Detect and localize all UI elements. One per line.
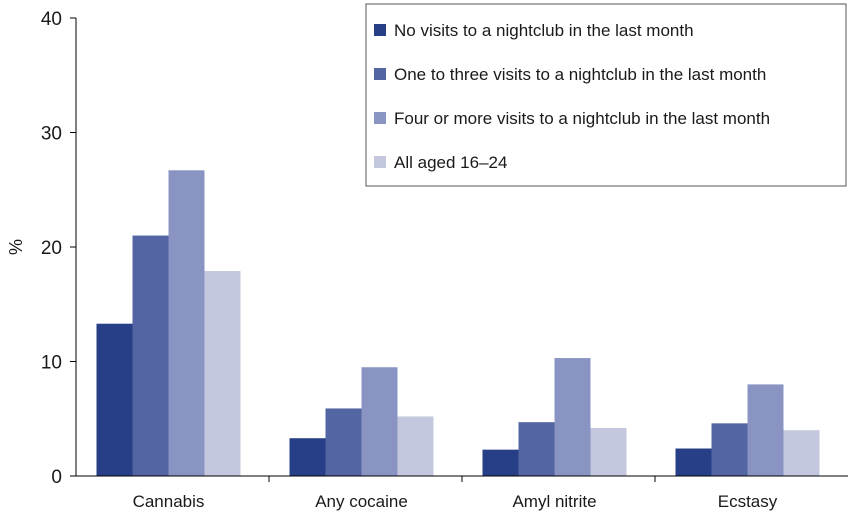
y-tick-label: 0 [51,467,62,488]
legend-entry-label: No visits to a nightclub in the last mon… [394,21,694,40]
x-tick-label: Any cocaine [315,492,408,511]
y-axis-label: % [6,239,26,255]
legend: No visits to a nightclub in the last mon… [366,4,846,186]
bar [748,384,784,476]
y-tick-label: 10 [41,353,62,374]
bars-group [97,170,820,476]
bar [205,271,241,476]
x-tick-label: Ecstasy [718,492,778,511]
bar [519,422,555,476]
y-tick-label: 40 [41,9,62,30]
legend-swatch [374,112,386,124]
bar [555,358,591,476]
legend-swatch [374,24,386,36]
y-tick-label: 30 [41,124,62,145]
bar [398,416,434,476]
bar [712,423,748,476]
x-tick-label: Cannabis [133,492,205,511]
legend-entry-label: One to three visits to a nightclub in th… [394,65,766,84]
y-ticks: 0 10 20 30 40 [41,9,76,488]
legend-swatch [374,68,386,80]
bar [169,170,205,476]
bar [784,430,820,476]
legend-entry-label: All aged 16–24 [394,153,507,172]
x-tick-labels: Cannabis Any cocaine Amyl nitrite Ecstasy [133,476,778,511]
legend-swatch [374,156,386,168]
bar [676,449,712,476]
y-tick-label: 20 [41,238,62,259]
x-tick-label: Amyl nitrite [512,492,596,511]
bar [97,324,133,476]
bar [483,450,519,476]
bar [591,428,627,476]
bar [326,408,362,476]
bar [290,438,326,476]
legend-entry-label: Four or more visits to a nightclub in th… [394,109,770,128]
bar [362,367,398,476]
bar [133,236,169,476]
